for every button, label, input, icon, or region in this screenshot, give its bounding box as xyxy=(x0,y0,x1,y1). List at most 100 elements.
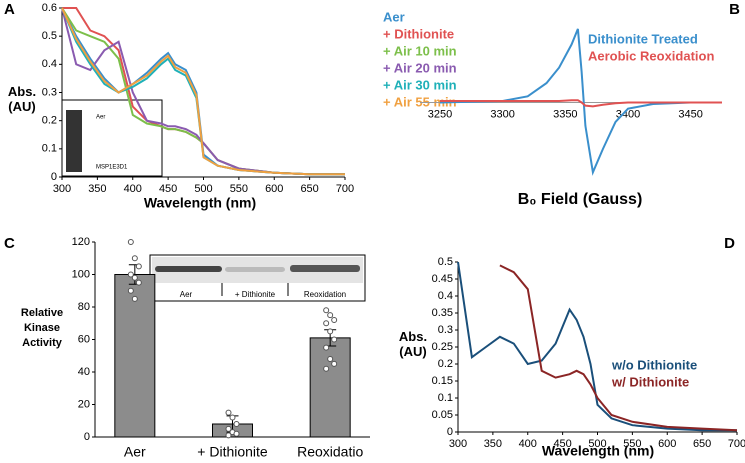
data-point xyxy=(229,414,236,421)
series-line xyxy=(61,7,345,176)
y-tick-label: 0.1 xyxy=(438,392,453,404)
inset-label: MSP1E3D1 xyxy=(96,165,128,171)
data-point xyxy=(225,432,232,439)
y-axis-label: Relative xyxy=(21,307,63,319)
y-tick-label: 0.2 xyxy=(42,115,57,127)
legend-entry: w/o Dithionite xyxy=(611,357,697,372)
data-point xyxy=(327,328,334,335)
y-tick-label: 20 xyxy=(78,398,90,410)
panel-letter: B xyxy=(729,1,740,18)
x-tick-label: Aer xyxy=(124,444,146,460)
x-tick-label: 300 xyxy=(53,183,71,195)
panel-letter: C xyxy=(4,235,15,252)
y-tick-label: 0 xyxy=(447,426,453,438)
data-point xyxy=(135,279,142,286)
x-tick-label: 450 xyxy=(159,183,177,195)
y-tick-label: 0.6 xyxy=(42,2,57,14)
y-tick-label: 0.5 xyxy=(438,256,453,268)
y-axis-label: (AU) xyxy=(399,344,426,359)
legend-entry: Aerobic Reoxidation xyxy=(588,48,714,63)
x-tick-label: 650 xyxy=(693,438,711,450)
x-tick-label: 3450 xyxy=(678,108,702,120)
data-point xyxy=(127,271,134,278)
y-tick-label: 60 xyxy=(78,333,90,345)
x-tick-label: 450 xyxy=(553,438,571,450)
x-tick-label: 700 xyxy=(728,438,745,450)
y-tick-label: 0 xyxy=(84,431,90,443)
inset-label: Aer xyxy=(96,115,105,121)
y-tick-label: 0.4 xyxy=(438,290,453,302)
data-point xyxy=(331,360,338,367)
y-axis-label: Kinase xyxy=(24,322,60,334)
x-tick-label: + Dithionite xyxy=(197,444,268,460)
x-tick-label: Reoxidatio xyxy=(297,444,363,460)
panel-letter: A xyxy=(4,1,15,18)
data-point xyxy=(323,307,330,314)
y-tick-label: 0.45 xyxy=(432,273,453,285)
gel-band xyxy=(155,266,222,272)
x-tick-label: 550 xyxy=(623,438,641,450)
series-line xyxy=(457,261,737,432)
y-axis-label: Activity xyxy=(22,337,63,349)
legend-entry: Aer xyxy=(383,9,405,24)
x-axis-label: Wavelength (nm) xyxy=(144,195,256,211)
data-point xyxy=(331,317,338,323)
data-point xyxy=(323,344,330,351)
x-tick-label: 3350 xyxy=(553,108,577,120)
x-tick-label: 400 xyxy=(519,438,537,450)
y-tick-label: 0.3 xyxy=(438,324,453,336)
x-tick-label: 550 xyxy=(230,183,248,195)
gel-band xyxy=(225,267,285,272)
data-point xyxy=(323,365,330,372)
x-tick-label: 500 xyxy=(194,183,212,195)
legend-entry: w/ Dithionite xyxy=(611,374,689,389)
inset-label: + Dithionite xyxy=(235,290,276,299)
gel-image xyxy=(66,110,82,172)
x-axis-label: B₀ Field (Gauss) xyxy=(518,191,643,208)
x-tick-label: 400 xyxy=(124,183,142,195)
y-tick-label: 0.4 xyxy=(42,58,57,70)
bar xyxy=(309,337,351,438)
y-tick-label: 0.2 xyxy=(438,358,453,370)
x-tick-label: 300 xyxy=(449,438,467,450)
panel-letter: D xyxy=(724,235,735,252)
data-point xyxy=(331,336,338,343)
y-tick-label: 0.05 xyxy=(432,409,453,421)
series-line xyxy=(440,99,722,108)
data-point xyxy=(323,320,330,327)
x-tick-label: 600 xyxy=(265,183,283,195)
series-line xyxy=(61,7,345,176)
y-axis-label: Abs. xyxy=(8,84,36,99)
y-tick-label: 0.3 xyxy=(42,86,57,98)
x-tick-label: 3400 xyxy=(616,108,640,120)
inset-label: Aer xyxy=(180,290,193,299)
inset-label: Reoxidation xyxy=(304,290,346,299)
legend-entry: Dithionite Treated xyxy=(588,31,698,46)
data-point xyxy=(233,421,240,427)
y-axis-label: (AU) xyxy=(8,99,35,114)
y-tick-label: 0.15 xyxy=(432,375,453,387)
gel-band xyxy=(290,265,360,272)
x-tick-label: 3250 xyxy=(428,108,452,120)
legend-entry: + Dithionite xyxy=(383,26,454,41)
x-axis-label: Wavelength (nm) xyxy=(542,443,654,459)
y-tick-label: 80 xyxy=(78,301,90,313)
legend-entry: + Air 20 min xyxy=(383,60,457,75)
y-tick-label: 40 xyxy=(78,366,90,378)
x-tick-label: 650 xyxy=(300,183,318,195)
series-line xyxy=(439,28,722,176)
data-point xyxy=(135,263,142,270)
data-point xyxy=(131,274,138,281)
data-point xyxy=(327,356,334,362)
data-point xyxy=(127,239,134,245)
data-point xyxy=(233,430,240,437)
data-point xyxy=(225,409,232,416)
y-tick-label: 0.25 xyxy=(432,341,453,353)
x-tick-label: 350 xyxy=(88,183,106,195)
y-tick-label: 0.5 xyxy=(42,30,57,42)
data-point xyxy=(225,425,232,432)
y-tick-label: 0.1 xyxy=(42,143,57,155)
y-tick-label: 0.35 xyxy=(432,307,453,319)
data-point xyxy=(127,287,134,294)
